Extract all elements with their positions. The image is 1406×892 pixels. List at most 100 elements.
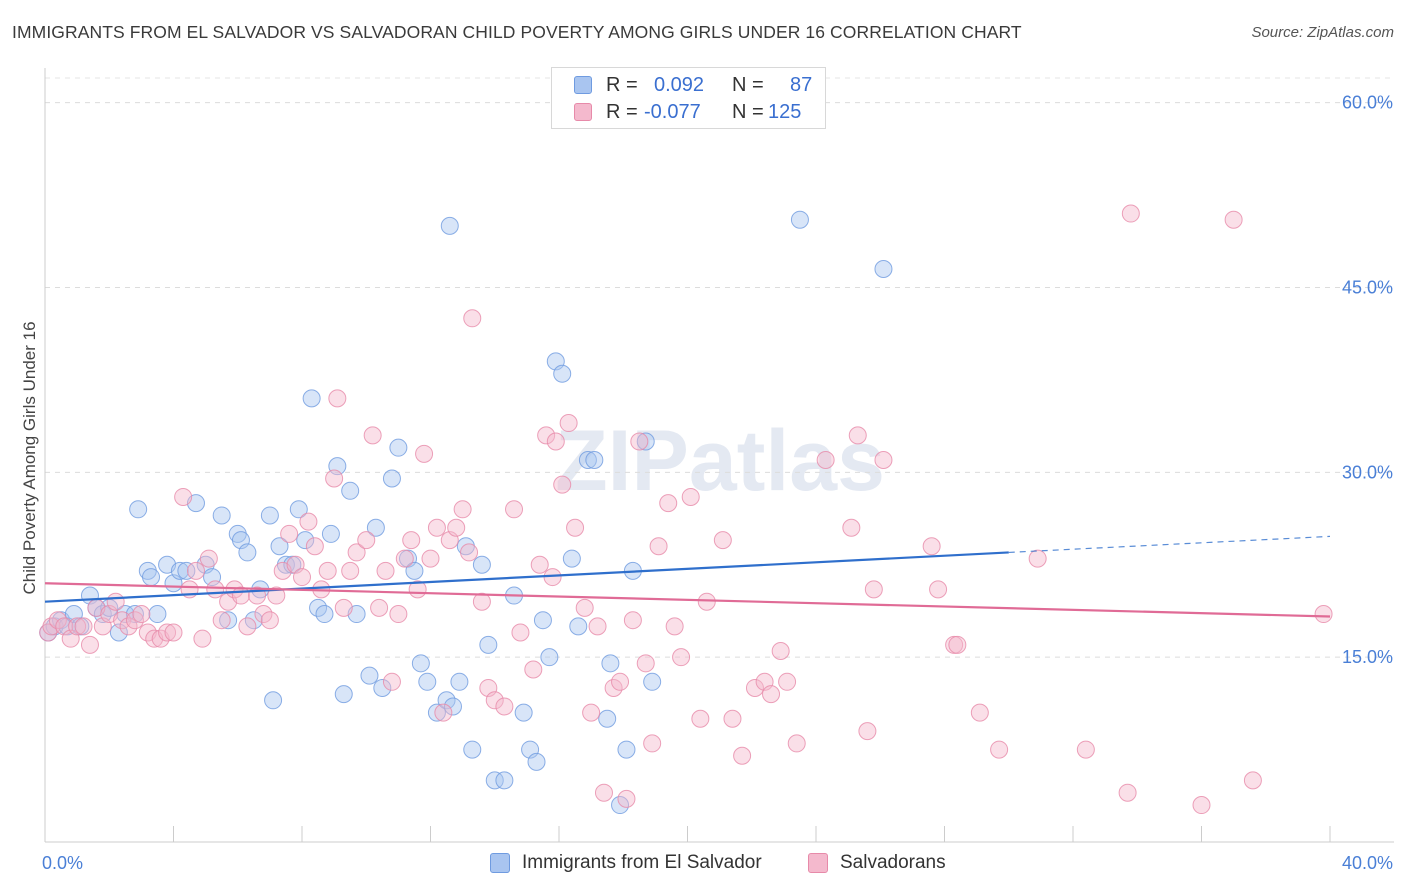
bottom-legend-swatch-salvadorans [808, 853, 828, 873]
point-salvadorans [566, 518, 585, 537]
point-salvadorans [280, 524, 299, 543]
point-salvadorans [848, 426, 867, 445]
trend-extension-immigrants [1008, 535, 1331, 554]
point-salvadorans [948, 635, 967, 654]
point-immigrants [296, 531, 315, 550]
y-tick-label: 60.0% [1342, 93, 1393, 113]
point-salvadorans [186, 561, 205, 580]
point-immigrants [148, 605, 167, 624]
point-salvadorans [1192, 796, 1211, 815]
point-immigrants [382, 469, 401, 488]
point-salvadorans [530, 555, 549, 574]
point-salvadorans [382, 672, 401, 691]
point-salvadorans [723, 709, 742, 728]
point-immigrants [260, 506, 279, 525]
point-immigrants [495, 771, 514, 790]
point-salvadorans [524, 660, 543, 679]
point-immigrants [874, 260, 893, 278]
bottom-legend-swatch-immigrants [490, 853, 510, 873]
point-immigrants [553, 364, 572, 383]
point-salvadorans [328, 389, 347, 408]
x-tick-label: 40.0% [1342, 853, 1393, 873]
point-salvadorans [453, 500, 472, 519]
point-salvadorans [463, 309, 482, 328]
point-salvadorans [594, 783, 613, 802]
point-immigrants [321, 524, 340, 543]
point-immigrants [302, 389, 321, 408]
point-immigrants [569, 617, 588, 636]
point-immigrants [617, 740, 636, 759]
point-immigrants [562, 549, 581, 568]
point-salvadorans [132, 605, 151, 624]
point-salvadorans [1243, 771, 1262, 790]
point-immigrants [405, 561, 424, 580]
point-salvadorans [305, 537, 324, 556]
point-immigrants [636, 432, 655, 451]
point-salvadorans [575, 598, 594, 617]
trend-lines [44, 535, 1331, 618]
point-salvadorans [816, 451, 835, 469]
point-salvadorans [588, 617, 607, 636]
y-axis-label: Child Poverty Among Girls Under 16 [20, 321, 39, 595]
watermark: ZIPatlas [555, 413, 885, 509]
point-immigrants [418, 672, 437, 691]
point-immigrants [485, 771, 504, 790]
point-salvadorans [376, 561, 395, 580]
point-salvadorans [1118, 783, 1137, 802]
point-salvadorans [434, 703, 453, 722]
point-immigrants [598, 709, 617, 728]
point-salvadorans [421, 549, 440, 568]
point-salvadorans [447, 518, 466, 537]
point-salvadorans [922, 537, 941, 556]
point-salvadorans [842, 518, 861, 537]
legend-swatch-salvadorans [574, 103, 592, 121]
point-salvadorans [485, 691, 504, 710]
point-immigrants [427, 703, 446, 722]
point-immigrants [578, 451, 597, 469]
point-salvadorans [472, 592, 491, 611]
source-credit: Source: ZipAtlas.com [1251, 24, 1394, 41]
point-immigrants [341, 481, 360, 500]
point-salvadorans [238, 617, 257, 636]
point-salvadorans [611, 672, 630, 691]
point-salvadorans [713, 531, 732, 550]
chart-title: IMMIGRANTS FROM EL SALVADOR VS SALVADORA… [12, 22, 1022, 42]
point-salvadorans [389, 605, 408, 624]
point-salvadorans [762, 685, 781, 704]
point-salvadorans [193, 629, 212, 648]
point-immigrants [142, 568, 161, 587]
legend-r-value: -0.077 [644, 101, 701, 123]
point-immigrants [411, 654, 430, 673]
point-salvadorans [1076, 740, 1095, 759]
point-salvadorans [164, 623, 183, 642]
point-salvadorans [643, 734, 662, 753]
point-salvadorans [649, 537, 668, 556]
point-immigrants [360, 666, 379, 685]
point-salvadorans [623, 611, 642, 630]
legend-r-label: R = [606, 101, 638, 123]
point-salvadorans [787, 734, 806, 753]
point-salvadorans [1121, 204, 1140, 223]
point-salvadorans [582, 703, 601, 722]
point-immigrants [533, 611, 552, 630]
point-immigrants [177, 561, 196, 580]
point-salvadorans [858, 722, 877, 741]
point-immigrants [264, 691, 283, 710]
point-immigrants [212, 506, 231, 525]
point-salvadorans [537, 426, 556, 445]
point-salvadorans [80, 635, 99, 654]
point-salvadorans [68, 617, 87, 636]
point-immigrants [129, 500, 148, 519]
point-salvadorans [697, 592, 716, 611]
point-salvadorans [347, 543, 366, 562]
point-immigrants [585, 451, 604, 469]
point-salvadorans [199, 549, 218, 568]
point-immigrants [219, 611, 238, 630]
point-salvadorans [559, 414, 578, 433]
point-immigrants [289, 500, 308, 519]
point-salvadorans [630, 432, 649, 451]
point-salvadorans [415, 444, 434, 463]
point-salvadorans [460, 543, 479, 562]
point-salvadorans [771, 642, 790, 660]
point-immigrants [366, 518, 385, 537]
